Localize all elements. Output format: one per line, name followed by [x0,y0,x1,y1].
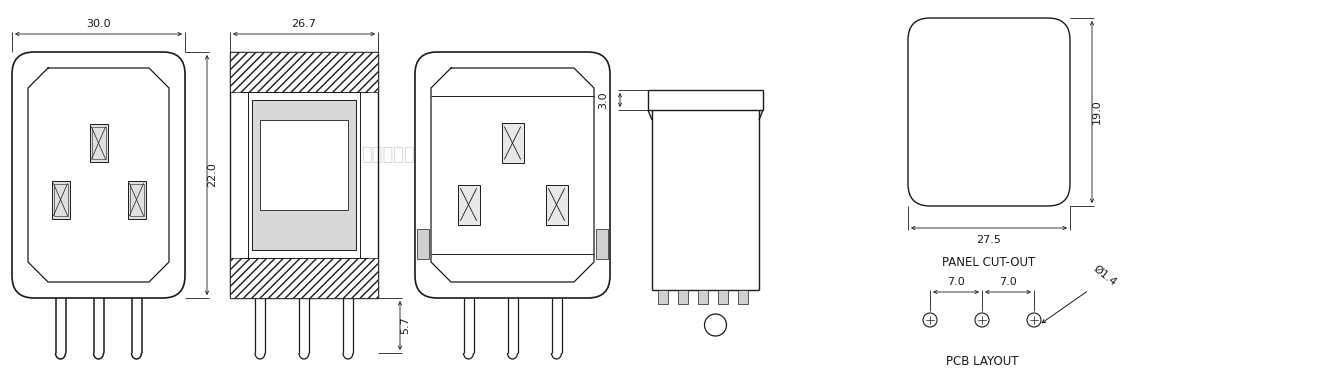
Bar [658,290,668,304]
Text: 27.5: 27.5 [977,235,1001,245]
Bar [91,127,105,159]
Text: 19.0: 19.0 [1092,100,1102,124]
Bar [252,100,356,250]
Text: PANEL CUT-OUT: PANEL CUT-OUT [943,256,1035,269]
Bar [129,183,144,216]
Text: Ø1.4: Ø1.4 [1090,264,1118,288]
FancyBboxPatch shape [907,18,1069,206]
Text: PCB LAYOUT: PCB LAYOUT [946,355,1018,368]
FancyBboxPatch shape [12,52,184,298]
Bar [738,290,748,304]
Bar [597,229,608,259]
Bar [718,290,728,304]
Bar [230,258,378,298]
Bar [259,120,348,210]
Text: 广州市民盛电子有限公司: 广州市民盛电子有限公司 [361,146,479,164]
Text: 30.0: 30.0 [86,19,111,29]
Text: 5.7: 5.7 [400,316,410,334]
Text: 3.0: 3.0 [598,91,608,109]
Text: 7.0: 7.0 [947,277,965,287]
Bar [230,52,378,92]
Bar [54,183,67,216]
Text: 26.7: 26.7 [291,19,316,29]
Text: 22.0: 22.0 [207,163,217,188]
Bar [502,123,523,163]
Bar [545,185,568,224]
Bar [678,290,687,304]
Bar [698,290,709,304]
Bar [51,181,70,219]
Text: 7.0: 7.0 [1000,277,1017,287]
Bar [90,124,108,162]
Bar [128,181,145,219]
Bar [417,229,429,259]
Bar [457,185,479,224]
FancyBboxPatch shape [415,52,610,298]
